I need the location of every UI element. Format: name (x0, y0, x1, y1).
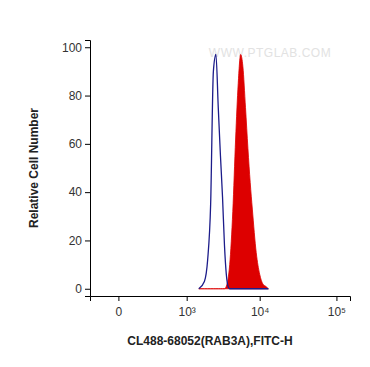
watermark: WWW.PTGLAB.COM (209, 46, 331, 60)
y-axis-title: Relative Cell Number (27, 108, 41, 228)
y-tick-mark (85, 289, 90, 290)
x-axis-line (91, 297, 351, 302)
y-axis: 0 20 40 60 80 100 (62, 41, 91, 297)
x-tick-label: 10⁴ (251, 305, 270, 319)
y-tick-mark (85, 240, 90, 241)
x-tick: 10³ (179, 296, 196, 319)
chart: WWW.PTGLAB.COM 0 10³ 10⁴ 10⁵ 0 20 40 60 80 100 CL48… (0, 0, 370, 367)
x-tick-mark (118, 296, 119, 301)
x-tick-label: 0 (116, 305, 123, 319)
y-tick: 60 (69, 137, 90, 151)
y-tick-label: 80 (69, 89, 83, 103)
y-tick-label: 20 (69, 234, 83, 248)
y-axis-line (85, 41, 91, 297)
x-tick-label: 10³ (179, 305, 196, 319)
y-tick: 40 (69, 185, 90, 199)
x-tick-mark (336, 296, 337, 301)
y-tick-label: 100 (62, 41, 82, 55)
plot-area (199, 54, 269, 288)
y-tick-label: 60 (69, 137, 83, 151)
y-tick-label: 0 (75, 282, 82, 296)
y-tick: 100 (62, 41, 90, 55)
y-tick-mark (85, 192, 90, 193)
y-tick-label: 40 (69, 185, 83, 199)
histogram-area (199, 54, 269, 288)
x-tick-label: 10⁵ (328, 305, 346, 319)
x-axis-title: CL488-68052(RAB3A),FITC-H (127, 334, 292, 348)
y-tick-mark (85, 144, 90, 145)
y-tick: 20 (69, 234, 90, 248)
x-tick: 10⁵ (328, 296, 346, 319)
x-tick-mark (187, 296, 188, 301)
x-tick-mark (260, 296, 261, 301)
y-tick: 80 (69, 89, 90, 103)
x-axis: 0 10³ 10⁴ 10⁵ (91, 296, 351, 319)
x-tick: 0 (116, 296, 123, 319)
y-tick-mark (85, 96, 90, 97)
y-tick: 0 (75, 282, 90, 296)
histogram-line (199, 54, 269, 288)
y-tick-mark (85, 47, 90, 48)
x-tick: 10⁴ (251, 296, 270, 319)
